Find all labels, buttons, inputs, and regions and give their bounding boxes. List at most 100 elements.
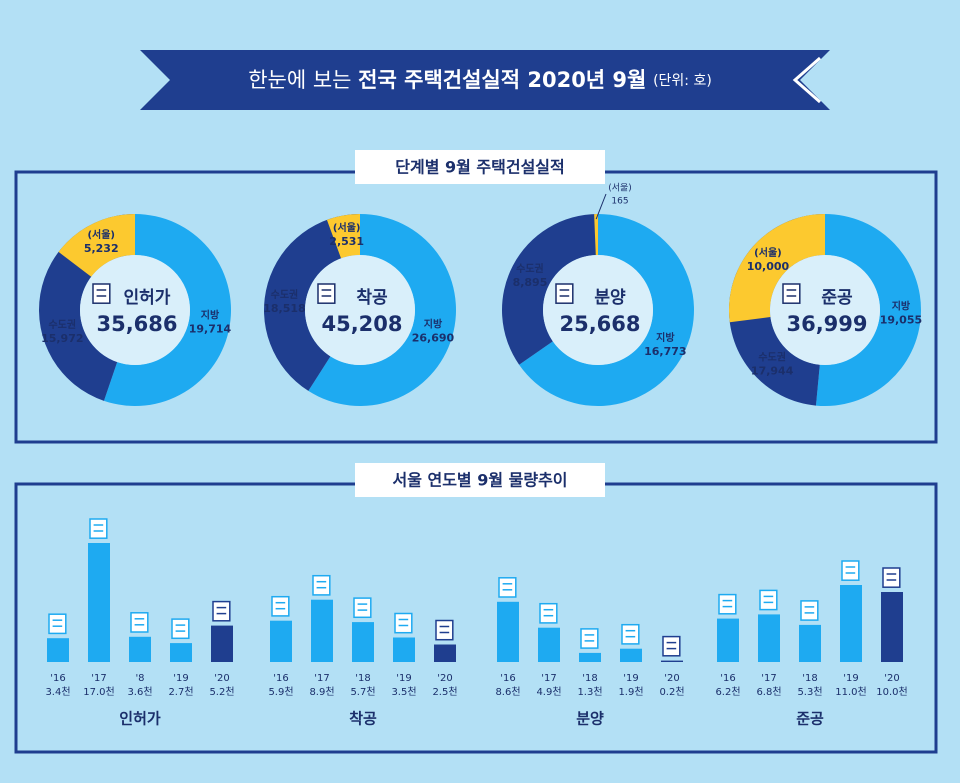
- segment-label: 수도권: [48, 319, 76, 331]
- segment-value: 19,714: [189, 322, 232, 335]
- icon: [271, 595, 290, 617]
- x-tick-label: '17: [91, 673, 106, 684]
- segment-label: 수도권: [758, 352, 786, 364]
- segment-value: 15,972: [41, 332, 83, 345]
- bar-value-label: 0.2천: [659, 686, 684, 698]
- icon: [92, 283, 111, 304]
- section-title-box: [355, 463, 605, 497]
- bar-value-label: 3.5천: [391, 686, 416, 698]
- bar-value-label: 2.5천: [432, 686, 457, 698]
- x-tick-label: '16: [273, 673, 288, 684]
- title-main: 전국 주택건설실적 2020년 9월: [358, 68, 646, 92]
- group-title: 인허가: [119, 710, 161, 728]
- center-label: 준공: [821, 288, 853, 308]
- segment-value: 8,895: [513, 276, 548, 289]
- icon: [555, 283, 574, 304]
- bar-value-label: 6.2천: [715, 686, 740, 698]
- donut-segment: [729, 214, 825, 323]
- x-tick-label: '20: [437, 673, 452, 684]
- center-label: 착공: [356, 288, 388, 308]
- center-label: 분양: [594, 288, 626, 308]
- bar: [393, 637, 415, 662]
- x-tick-label: '16: [500, 673, 515, 684]
- bar: [211, 625, 233, 662]
- center-total: 35,686: [96, 312, 177, 336]
- x-tick-label: '20: [664, 673, 679, 684]
- bar-value-label: 6.8천: [756, 686, 781, 698]
- x-tick-label: '20: [214, 673, 229, 684]
- x-tick-label: '19: [843, 673, 858, 684]
- x-tick-label: '20: [884, 673, 899, 684]
- icon: [353, 597, 372, 619]
- section-title: 단계별 9월 주택건설실적: [395, 158, 564, 177]
- segment-label: (서울): [608, 183, 632, 194]
- center-total: 36,999: [786, 312, 867, 336]
- leader-line: [595, 193, 607, 220]
- segment-value: 2,531: [329, 235, 364, 248]
- segment-label: 수도권: [271, 289, 299, 301]
- x-tick-label: '17: [761, 673, 776, 684]
- x-tick-label: '17: [314, 673, 329, 684]
- bar: [170, 643, 192, 662]
- donut-segment: [38, 214, 135, 401]
- icon: [317, 283, 336, 304]
- bar: [620, 648, 642, 662]
- segment-value: 16,773: [644, 345, 686, 358]
- x-tick-label: '19: [396, 673, 411, 684]
- icon: [48, 613, 67, 635]
- segment-value: 19,055: [880, 314, 922, 327]
- donut-segment: [58, 214, 135, 277]
- icon: [841, 560, 860, 581]
- center-total: 25,668: [559, 312, 640, 336]
- icon: [435, 619, 454, 641]
- bar-value-label: 4.9천: [536, 686, 561, 698]
- center-label: 인허가: [124, 288, 171, 308]
- section-title-box: [355, 150, 605, 184]
- bar: [352, 622, 374, 662]
- bar: [88, 543, 110, 662]
- bar: [758, 614, 780, 662]
- title-prefix: 한눈에 보는: [248, 68, 351, 92]
- icon: [800, 600, 819, 621]
- icon: [882, 567, 901, 588]
- x-tick-label: '18: [802, 673, 817, 684]
- segment-label: 지방: [656, 331, 675, 344]
- x-tick-label: '19: [623, 673, 638, 684]
- icon: [212, 600, 231, 622]
- segment-label: (서울): [87, 228, 115, 241]
- icon: [312, 574, 331, 596]
- icon: [539, 602, 558, 624]
- segment-value: 18,518: [263, 302, 305, 315]
- icon: [171, 618, 190, 640]
- section-title: 서울 연도별 9월 물량추이: [392, 471, 567, 490]
- bar: [579, 652, 601, 662]
- x-tick-label: '18: [355, 673, 370, 684]
- icon: [89, 518, 108, 539]
- bar: [129, 636, 151, 662]
- segment-label: 지방: [892, 300, 911, 313]
- bar: [717, 618, 739, 662]
- bar-value-label: 1.9천: [618, 686, 643, 698]
- bar-value-label: 5.9천: [268, 686, 293, 698]
- x-tick-label: '18: [582, 673, 597, 684]
- segment-label: (서울): [754, 246, 782, 259]
- segment-label: 지방: [424, 317, 443, 330]
- bar: [538, 627, 560, 662]
- segment-label: 수도권: [516, 263, 544, 275]
- donut-segment: [519, 214, 695, 407]
- bar: [840, 585, 862, 662]
- segment-value: 165: [611, 197, 628, 207]
- bar-value-label: 11.0천: [835, 686, 866, 698]
- icon: [498, 577, 517, 598]
- segment-value: 5,232: [84, 242, 119, 255]
- x-tick-label: '16: [720, 673, 735, 684]
- group-title: 착공: [349, 710, 377, 728]
- segment-label: (서울): [333, 221, 361, 234]
- segment-value: 26,690: [412, 331, 455, 344]
- x-tick-label: '19: [173, 673, 188, 684]
- x-tick-label: '17: [541, 673, 556, 684]
- title-ribbon: [140, 50, 830, 110]
- bar: [497, 601, 519, 662]
